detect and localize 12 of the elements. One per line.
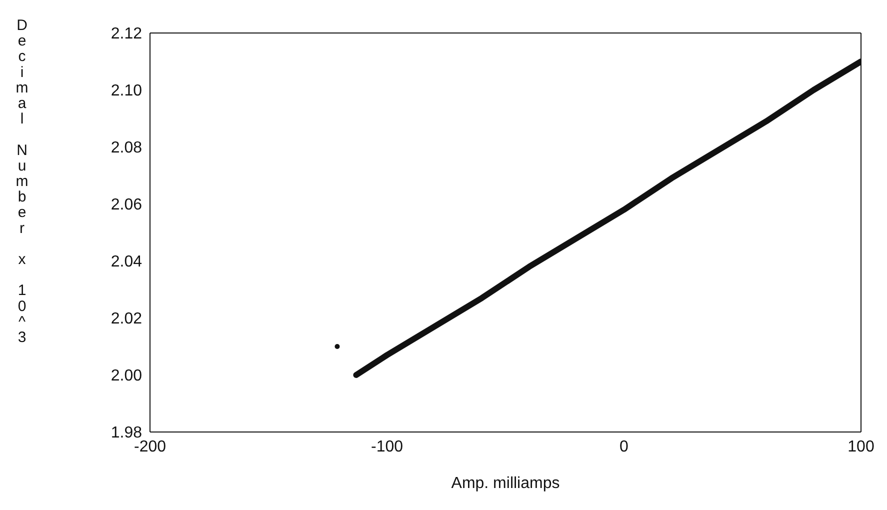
x-tick-label: 0	[620, 438, 629, 456]
x-axis-title: Amp. milliamps	[451, 475, 560, 492]
y-tick-label: 2.08	[110, 140, 142, 157]
y-tick-label: 2.06	[110, 196, 142, 214]
y-tick-label: 2.10	[110, 82, 142, 100]
y-tick-label: 2.04	[110, 254, 142, 271]
text: Decimal Number x 10^3	[16, 17, 28, 346]
y-tick-label: 2.00	[110, 368, 142, 385]
x-tick-label: 100	[848, 438, 874, 456]
y-tick-label: 2.02	[110, 310, 142, 328]
y-tick-label: 2.12	[110, 26, 142, 43]
x-tick-label: -100	[370, 438, 404, 456]
